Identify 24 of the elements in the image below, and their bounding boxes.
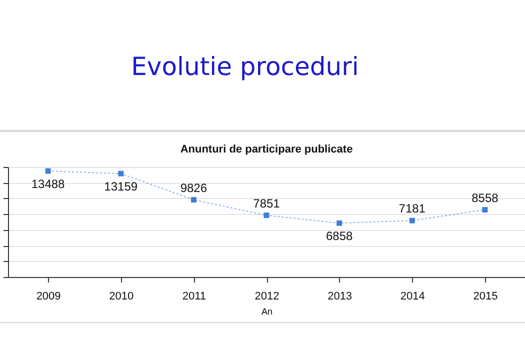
chart-subtitle: Anunturi de participare publicate xyxy=(180,144,353,156)
point xyxy=(45,168,51,174)
x-tick-label: 2012 xyxy=(254,290,280,302)
x-axis-title: An xyxy=(261,306,273,316)
point xyxy=(264,212,270,218)
data-label: 7851 xyxy=(253,196,280,210)
x-tick-label: 2009 xyxy=(36,290,61,302)
chart-title: Evolutie proceduri xyxy=(130,52,360,81)
x-tick-label: 2010 xyxy=(109,290,134,302)
point xyxy=(118,170,124,176)
data-label: 9826 xyxy=(180,180,208,195)
x-tick-label: 2011 xyxy=(182,290,206,302)
data-label: 7181 xyxy=(398,202,426,216)
x-tick-label: 2015 xyxy=(473,290,498,302)
x-tick-label: 2014 xyxy=(400,290,425,302)
x-tick-label: 2013 xyxy=(328,290,352,302)
data-label: 6858 xyxy=(326,229,353,244)
point xyxy=(482,207,488,212)
data-label: 8558 xyxy=(472,190,499,205)
data-label: 13159 xyxy=(104,180,138,194)
point xyxy=(190,197,196,203)
point xyxy=(336,220,342,226)
point xyxy=(409,218,415,224)
data-label: 13488 xyxy=(31,177,66,192)
